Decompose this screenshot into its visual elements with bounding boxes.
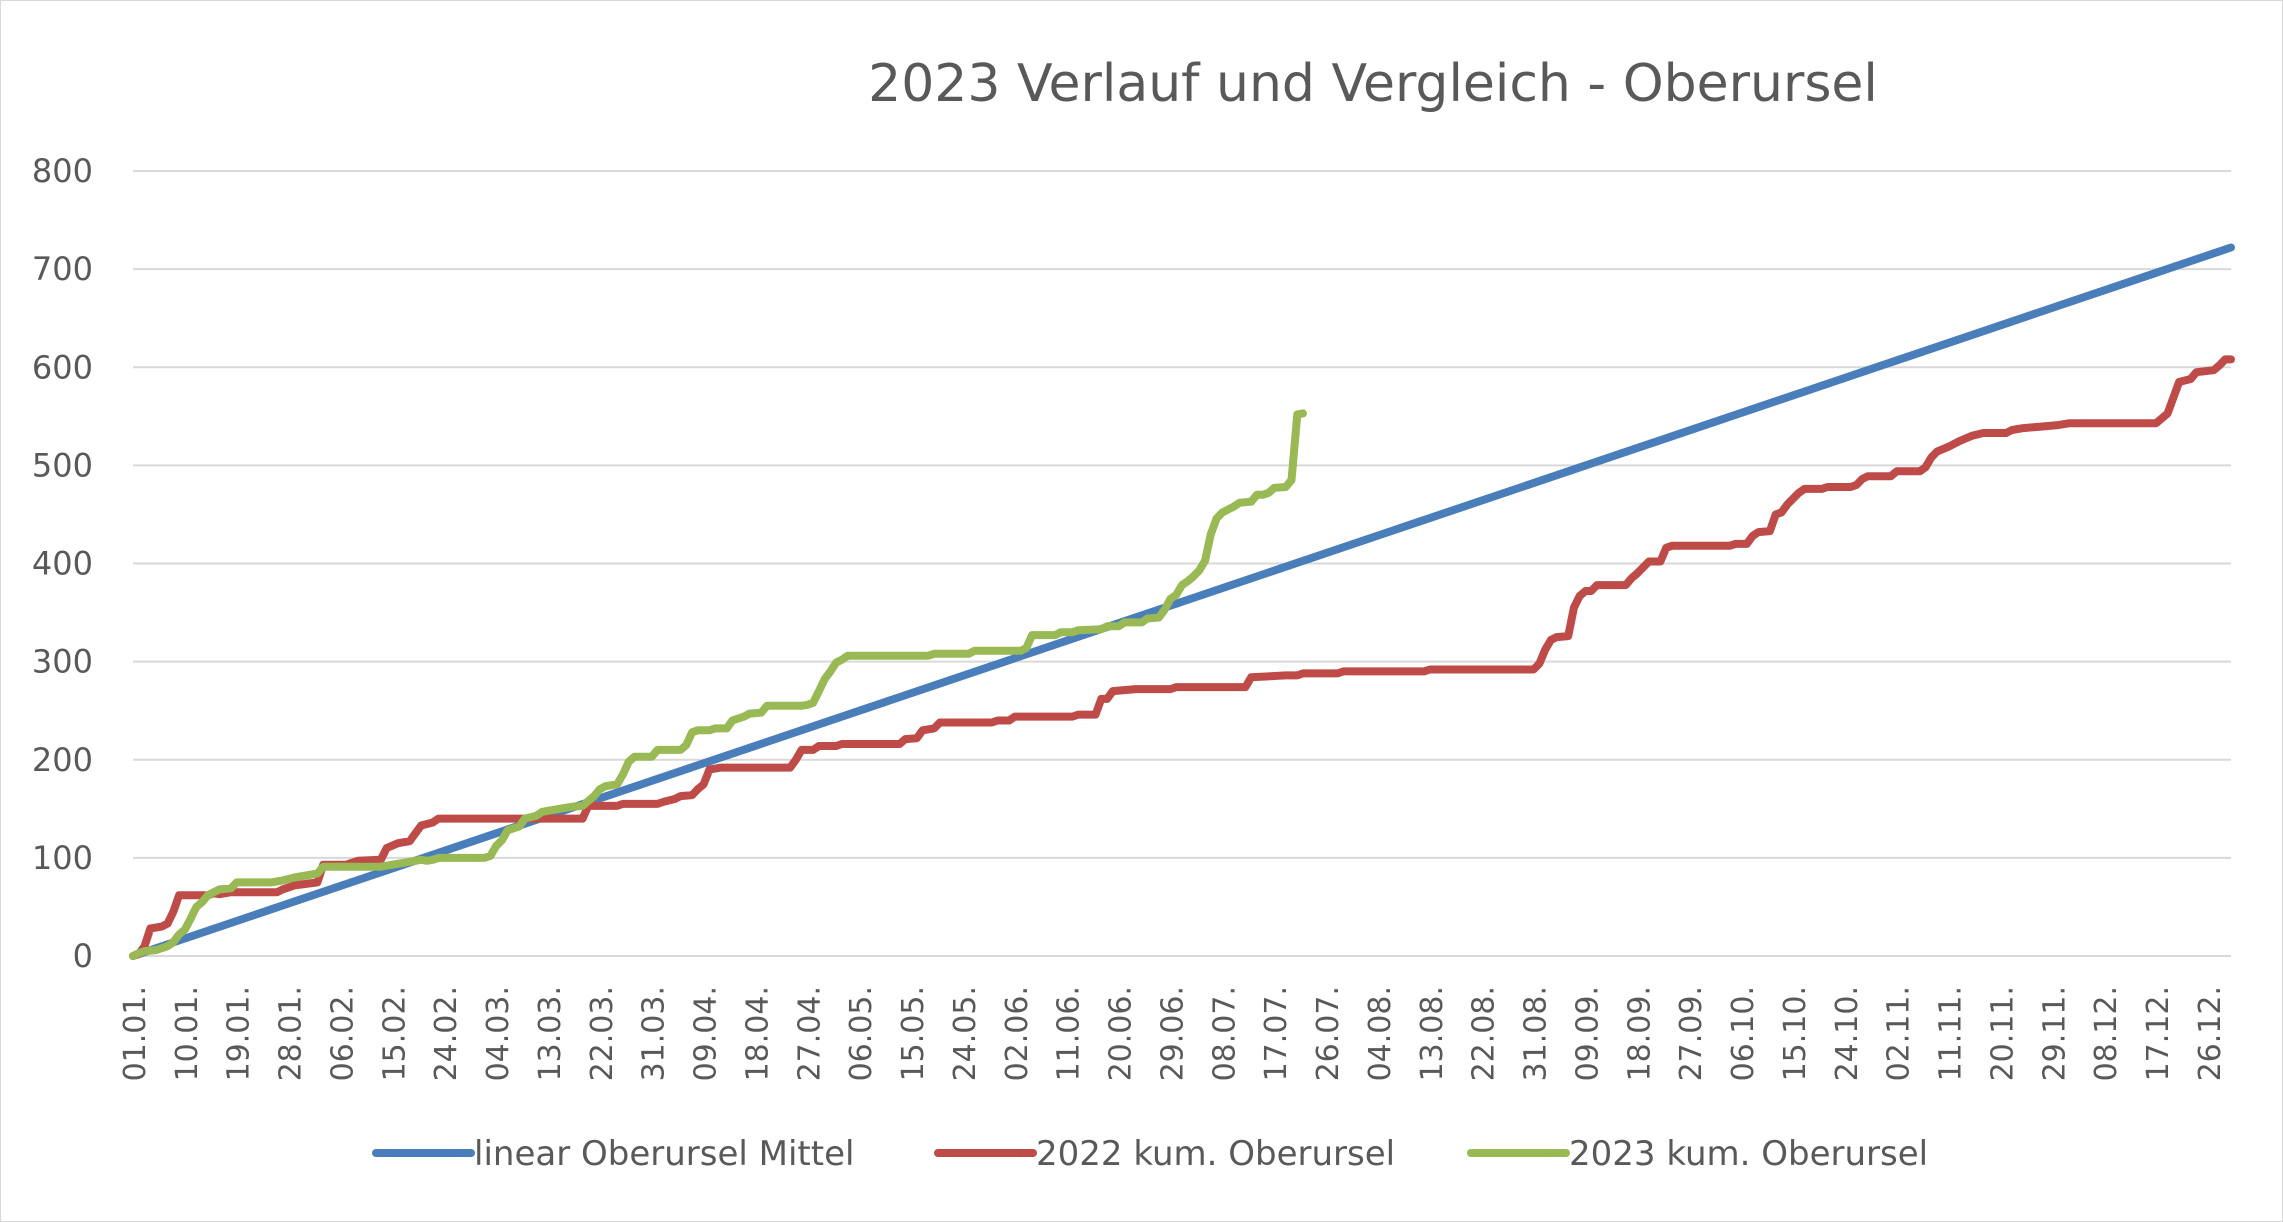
x-tick-label: 18.04. — [740, 986, 775, 1081]
x-tick-label: 18.09. — [1622, 986, 1657, 1081]
chart-title: 2023 Verlauf und Vergleich - Oberursel — [868, 54, 1878, 114]
x-tick-label: 13.08. — [1415, 986, 1450, 1081]
legend-label: linear Oberursel Mittel — [474, 1134, 854, 1174]
x-tick-label: 26.12. — [2193, 986, 2228, 1081]
x-tick-label: 11.06. — [1052, 986, 1087, 1081]
x-tick-label: 09.09. — [1570, 986, 1605, 1081]
legend-label: 2022 kum. Oberursel — [1036, 1134, 1395, 1174]
x-tick-label: 06.05. — [844, 986, 879, 1081]
x-tick-label: 26.07. — [1311, 986, 1346, 1081]
x-tick-label: 15.02. — [377, 986, 412, 1081]
x-tick-label: 08.12. — [2089, 986, 2124, 1081]
x-tick-label: 29.11. — [2037, 986, 2072, 1081]
x-tick-label: 01.01. — [118, 986, 153, 1081]
x-tick-label: 08.07. — [1207, 986, 1242, 1081]
legend: linear Oberursel Mittel 2022 kum. Oberurs… — [372, 1134, 1928, 1174]
x-tick-label: 19.01. — [222, 986, 257, 1081]
y-tick-label: 500 — [32, 446, 93, 484]
y-tick-label: 600 — [32, 348, 93, 386]
x-tick-label: 17.07. — [1259, 986, 1294, 1081]
series-lines — [129, 243, 2235, 960]
y-tick-label: 300 — [32, 643, 93, 681]
x-tick-label: 20.06. — [1104, 986, 1139, 1081]
x-tick-label: 13.03. — [533, 986, 568, 1081]
series-line-3 — [129, 409, 1307, 960]
x-tick-label: 17.12. — [2141, 986, 2176, 1081]
x-tick-label: 31.08. — [1519, 986, 1554, 1081]
y-tick-label: 800 — [32, 152, 93, 190]
x-tick-label: 24.02. — [429, 986, 464, 1081]
x-tick-label: 15.05. — [896, 986, 931, 1081]
x-tick-label: 04.08. — [1363, 986, 1398, 1081]
y-tick-label: 400 — [32, 545, 93, 583]
y-tick-label: 700 — [32, 250, 93, 288]
x-tick-label: 06.10. — [1726, 986, 1761, 1081]
gridlines — [133, 170, 2231, 957]
x-tick-label: 15.10. — [1778, 986, 1813, 1081]
x-tick-label: 04.03. — [481, 986, 516, 1081]
x-tick-label: 31.03. — [637, 986, 672, 1081]
x-tick-label: 24.05. — [948, 986, 983, 1081]
x-tick-label: 10.01. — [170, 986, 205, 1081]
x-tick-label: 09.04. — [689, 986, 724, 1081]
y-tick-label: 100 — [32, 839, 93, 877]
x-tick-label: 11.11. — [1934, 986, 1969, 1081]
y-tick-label: 200 — [32, 741, 93, 779]
x-tick-label: 06.02. — [325, 986, 360, 1081]
x-tick-label: 28.01. — [274, 986, 309, 1081]
x-tick-label: 27.04. — [792, 986, 827, 1081]
y-tick-label: 0 — [73, 937, 93, 975]
x-tick-label: 24.10. — [1830, 986, 1865, 1081]
x-tick-label: 27.09. — [1674, 986, 1709, 1081]
x-axis-tick-labels: 01.01. 10.01. 19.01. 28.01. 06.02. 15.02. 24.0… — [118, 986, 2228, 1081]
x-tick-label: 02.11. — [1882, 986, 1917, 1081]
x-tick-label: 22.03. — [585, 986, 620, 1081]
x-tick-label: 02.06. — [1000, 986, 1035, 1081]
x-tick-label: 29.06. — [1155, 986, 1190, 1081]
x-tick-label: 22.08. — [1467, 986, 1502, 1081]
legend-label: 2023 kum. Oberursel — [1569, 1134, 1928, 1174]
series-line-1 — [129, 243, 2235, 960]
series-line-2 — [129, 355, 2235, 960]
y-axis-tick-labels: 0 100 200 300 400 500 600 700 800 — [32, 152, 93, 975]
x-tick-label: 20.11. — [1985, 986, 2020, 1081]
